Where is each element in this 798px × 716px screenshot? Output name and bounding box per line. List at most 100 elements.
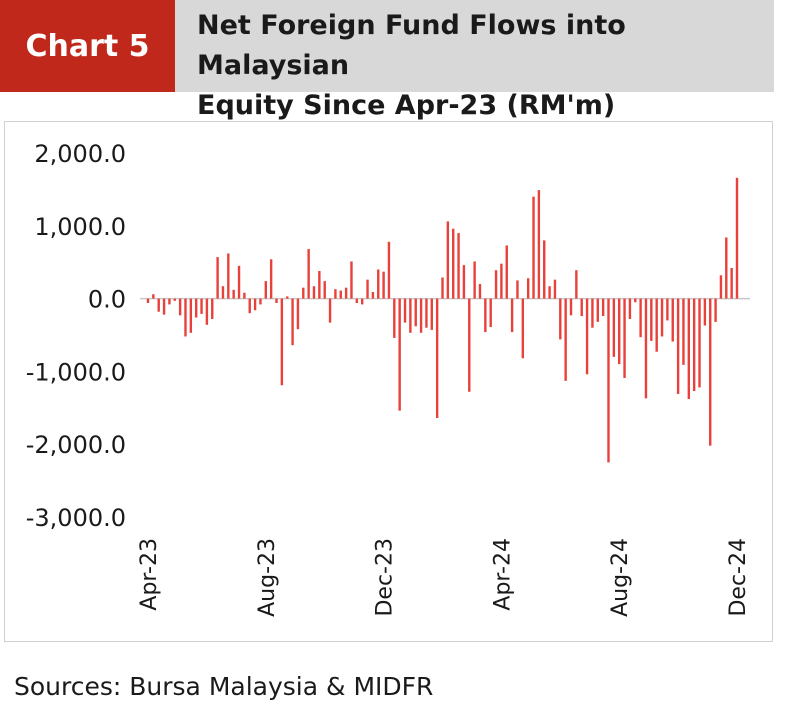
bar-41 [366,279,369,299]
bar-61 [473,261,476,299]
bar-63 [484,298,487,333]
bar-106 [714,298,717,322]
bar-37 [344,287,348,299]
x-tick-label: Aug-24 [608,538,633,617]
chart-title-line-1: Net Foreign Fund Flows into Malaysian [197,10,626,81]
bar-51 [419,298,423,333]
bar-53 [430,298,433,330]
bar-31 [312,286,316,299]
bar-92 [639,298,642,338]
bar-7 [184,298,187,337]
bar-27 [291,298,294,346]
x-tick-label: Dec-23 [373,538,398,617]
bar-103 [698,298,701,388]
bar-94 [650,298,653,341]
y-tick-label: -3,000.0 [26,504,126,532]
bar-39 [355,298,359,303]
bar-57 [452,228,455,299]
bar-25 [280,298,284,386]
x-tick-label: Apr-24 [490,538,515,611]
bar-0 [146,298,150,303]
bar-1 [152,294,155,299]
bar-38 [350,261,353,299]
bar-81 [580,298,583,317]
bar-43 [377,269,380,299]
chart-title: Net Foreign Fund Flows into Malaysian Eq… [175,0,774,121]
bar-21 [259,298,262,305]
bar-29 [302,287,305,299]
bar-75 [548,286,551,299]
bar-74 [543,240,546,299]
bar-13 [216,257,219,299]
bar-6 [178,298,182,316]
sources-note: Sources: Bursa Malaysia & MIDFR [14,672,434,701]
bar-96 [660,298,664,337]
bar-18 [243,292,246,299]
bar-14 [221,286,225,299]
bar-89 [623,298,626,378]
bar-70 [521,298,525,359]
bar-72 [532,196,535,299]
y-tick-label: -2,000.0 [26,431,126,459]
bar-102 [692,298,696,392]
bar-19 [248,298,251,314]
bar-50 [414,298,417,327]
y-tick-label: 1,000.0 [34,213,126,241]
bar-100 [682,298,685,365]
bar-34 [328,298,332,323]
bar-95 [655,298,658,352]
bar-55 [441,277,444,299]
bar-47 [398,298,401,411]
chart-frame [4,121,773,642]
bar-10 [200,298,203,314]
bar-85 [601,298,605,317]
chart-title-line-2: Equity Since Apr-23 (RM'm) [197,90,616,121]
bar-62 [478,284,482,299]
bar-35 [334,289,337,299]
y-tick-label: -1,000.0 [26,358,126,386]
bar-22 [264,281,267,299]
bar-16 [232,289,235,299]
bar-2 [157,298,160,312]
bar-15 [227,253,230,299]
bar-68 [510,298,514,333]
bar-20 [253,298,257,311]
bar-36 [339,290,342,299]
bar-59 [462,265,466,299]
bar-71 [526,278,530,299]
bar-110 [735,177,739,299]
bar-24 [275,298,278,303]
bar-76 [553,279,557,299]
bar-28 [296,298,300,330]
bar-8 [189,298,193,333]
bar-42 [371,292,375,299]
bar-83 [591,298,594,328]
bar-93 [644,298,648,399]
bar-17 [237,265,241,299]
bar-32 [318,270,321,299]
bar-11 [205,298,209,325]
bar-5 [173,298,176,301]
bar-23 [269,259,273,299]
x-tick-label: Dec-24 [726,538,751,617]
bar-46 [393,298,396,338]
bar-86 [607,298,610,463]
y-tick-label: 0.0 [88,286,126,314]
bar-9 [194,298,198,318]
bar-77 [559,298,562,340]
bar-78 [564,298,567,381]
bar-107 [719,275,723,299]
bar-54 [435,298,439,418]
bar-49 [409,298,412,333]
bar-84 [596,298,599,322]
bar-79 [569,298,573,316]
bar-52 [425,298,428,328]
y-tick-label: 2,000.0 [34,140,126,168]
bar-91 [634,298,637,303]
bar-108 [725,237,728,299]
bar-97 [666,298,669,321]
bar-33 [323,281,326,299]
bar-98 [671,298,674,342]
bar-87 [612,298,616,357]
x-tick-label: Aug-23 [255,538,280,617]
